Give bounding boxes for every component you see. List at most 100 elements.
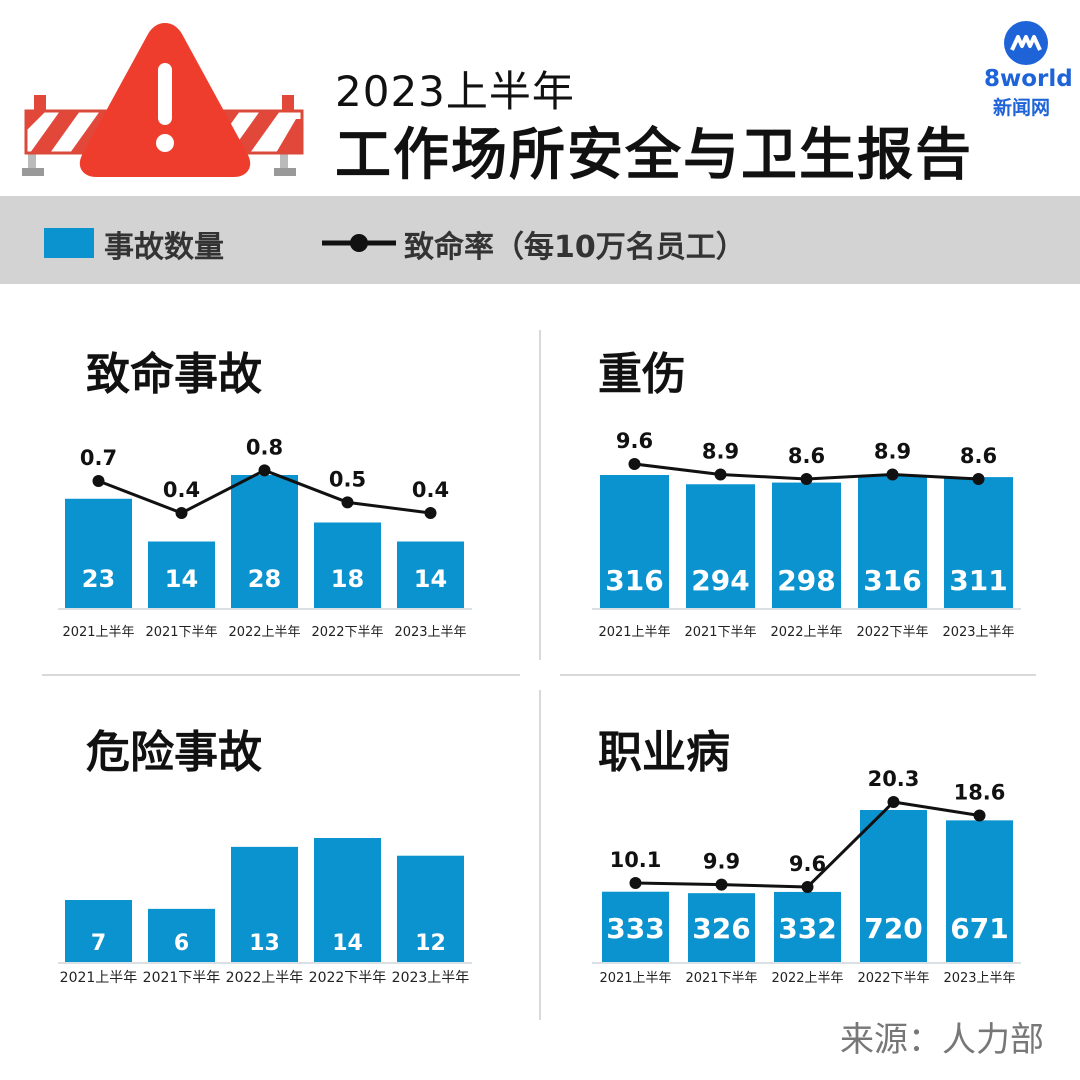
bar-value-label: 326 (692, 912, 750, 945)
legend-line-label: 致命率（每10万名员工） (404, 230, 746, 265)
x-tick-label: 2022下半年 (311, 625, 383, 640)
legend (0, 196, 1080, 284)
warning-barrier-icon (22, 23, 304, 177)
bar (65, 498, 132, 608)
rate-value-label: 20.3 (868, 767, 920, 791)
divider (42, 674, 520, 676)
rate-value-label: 8.6 (960, 444, 997, 468)
x-tick-label: 2022上半年 (228, 625, 300, 640)
x-tick-label: 2022上半年 (771, 971, 843, 986)
report-title: 工作场所安全与卫生报告 (335, 123, 973, 188)
bar (65, 900, 132, 962)
x-tick-label: 2022下半年 (857, 971, 929, 986)
bar (772, 482, 841, 608)
bar (397, 855, 464, 962)
rate-value-label: 9.6 (789, 852, 826, 876)
bar-value-label: 720 (864, 912, 922, 945)
bar (314, 838, 381, 962)
divider (539, 690, 541, 1020)
bar-value-label: 311 (949, 564, 1007, 597)
bar (858, 475, 927, 608)
rate-point (887, 796, 900, 808)
rate-value-label: 8.9 (874, 440, 911, 464)
rate-point (800, 473, 813, 485)
rate-point (715, 878, 728, 891)
bar (774, 891, 841, 962)
panel-title-dangerous: 危险事故 (86, 727, 262, 778)
x-tick-label: 2021上半年 (60, 970, 138, 986)
bar-value-label: 13 (249, 931, 280, 956)
bar-value-label: 7 (91, 931, 106, 956)
x-tick-label: 2021上半年 (62, 625, 134, 640)
rate-value-label: 0.4 (163, 478, 200, 502)
bar (688, 893, 755, 962)
bar-value-label: 6 (174, 931, 189, 956)
bar-value-label: 671 (950, 912, 1008, 945)
rate-point (629, 877, 642, 889)
rate-value-label: 18.6 (954, 781, 1006, 805)
panel-title-occupational-disease: 职业病 (598, 727, 730, 778)
rate-point (258, 464, 271, 477)
bar-value-label: 294 (691, 564, 749, 597)
bar-value-label: 23 (82, 565, 115, 593)
bar (686, 484, 755, 608)
x-tick-label: 2023上半年 (394, 625, 466, 640)
x-tick-label: 2021下半年 (684, 625, 756, 640)
divider (539, 330, 541, 660)
bar-value-label: 14 (414, 565, 447, 593)
rate-value-label: 10.1 (610, 848, 662, 872)
x-tick-label: 2023上半年 (943, 971, 1015, 986)
rate-point (424, 507, 437, 519)
rate-point (175, 507, 188, 519)
x-tick-label: 2021下半年 (145, 625, 217, 640)
legend-line-swatch (322, 234, 396, 252)
bar (148, 541, 215, 608)
x-tick-label: 2022下半年 (309, 970, 387, 986)
bar-value-label: 333 (606, 912, 664, 945)
x-tick-label: 2021上半年 (598, 625, 670, 640)
bar (602, 891, 669, 962)
x-tick-label: 2021下半年 (685, 971, 757, 986)
bar (314, 522, 381, 608)
bar-value-label: 14 (332, 931, 363, 956)
rate-point (972, 473, 985, 485)
x-tick-label: 2021下半年 (143, 970, 221, 986)
logo-text: 8world (984, 66, 1073, 92)
bar (946, 820, 1013, 962)
header: 2023上半年 工作场所安全与卫生报告 8world 新闻网 (0, 0, 1080, 196)
panel-title-fatal: 致命事故 (86, 349, 262, 400)
x-tick-label: 2022上半年 (770, 625, 842, 640)
bar (231, 475, 298, 608)
8world-logo-icon (1004, 21, 1048, 65)
x-tick-label: 2021上半年 (599, 971, 671, 986)
divider (560, 674, 1036, 676)
report-subtitle: 2023上半年 (335, 67, 575, 116)
rate-value-label: 0.8 (246, 435, 283, 459)
rate-value-label: 9.9 (703, 850, 740, 874)
rate-value-label: 0.4 (412, 478, 449, 502)
rate-value-label: 9.6 (616, 429, 653, 453)
bar-value-label: 12 (415, 931, 446, 956)
rate-point (92, 475, 105, 487)
bar-value-label: 14 (165, 565, 198, 593)
rate-point (714, 468, 727, 481)
bar (397, 541, 464, 608)
rate-value-label: 8.6 (788, 444, 825, 468)
bar (860, 810, 927, 962)
source-note: 来源：人力部 (840, 1020, 1044, 1060)
rate-point (341, 496, 354, 509)
x-tick-label: 2022上半年 (226, 970, 304, 986)
bar-value-label: 316 (605, 564, 663, 597)
bar-value-label: 18 (331, 565, 364, 593)
rate-value-label: 8.9 (702, 440, 739, 464)
rate-value-label: 0.5 (329, 467, 366, 491)
legend-bar-swatch (44, 228, 94, 258)
rate-point (973, 809, 986, 822)
rate-point (628, 458, 641, 470)
bar (148, 908, 215, 962)
rate-point (801, 880, 814, 893)
bar (944, 477, 1013, 608)
bar-value-label: 298 (777, 564, 835, 597)
